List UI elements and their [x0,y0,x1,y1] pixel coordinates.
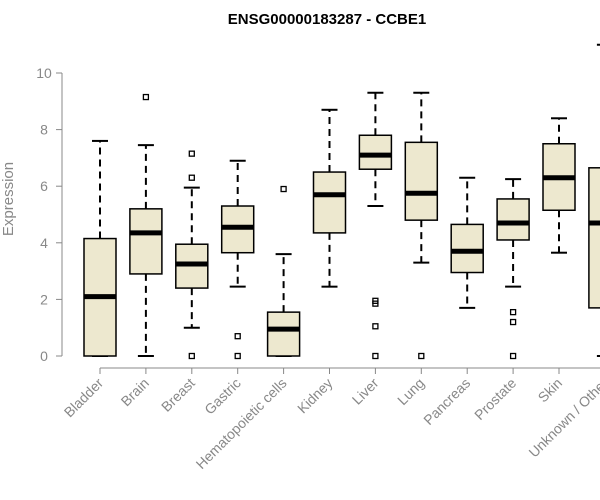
box-pancreas [450,176,484,309]
y-tick-label: 8 [40,122,48,138]
chart-title: ENSG00000183287 - CCBE1 [228,11,426,28]
x-tick-label: Liver [349,375,382,408]
outlier-point [372,300,379,307]
x-tick-label: Kidney [294,375,336,417]
box-liver [358,91,393,360]
box-skin [542,117,576,254]
outlier-point [509,352,517,360]
outlier-point [509,308,517,316]
box-kidney [312,108,347,288]
x-tick-label: Bladder [61,375,107,421]
boxes-group [83,43,600,360]
x-tick-label: Lung [394,375,427,408]
outlier-point [509,318,517,326]
box-breast [175,150,209,360]
y-tick-label: 10 [36,65,52,81]
box-iqr [358,134,393,170]
box-brain [129,93,163,357]
outlier-point [418,352,425,360]
x-tick-label: Gastric [201,375,244,418]
x-tick-label: Hematopoietic cells [193,375,290,472]
outlier-point [234,333,241,340]
x-tick-label: Brain [118,375,152,409]
y-tick-label: 2 [40,291,48,307]
box-lung [404,91,439,360]
box-iqr [450,223,484,274]
box-iqr [266,311,301,357]
box-unknown-other [588,43,600,357]
box-iqr [312,171,347,234]
box-iqr [496,198,530,241]
outlier-point [188,150,195,157]
x-tick-label: Breast [158,375,198,415]
y-tick-label: 0 [40,348,48,364]
outlier-point [188,352,195,360]
box-iqr [404,141,439,221]
outlier-point [372,352,379,360]
outlier-point [234,352,241,360]
y-axis-label: Expression [0,162,17,236]
box-iqr [129,208,163,275]
box-bladder [83,139,117,357]
x-tick-label: Skin [535,375,566,406]
y-tick-label: 4 [40,235,48,251]
outlier-point [280,185,287,193]
outlier-point [142,93,150,101]
box-iqr [588,167,600,309]
outlier-point [372,323,379,330]
y-axis: 0 2 4 6 8 10 [36,65,63,364]
outlier-point [188,174,195,181]
x-tick-label: Prostate [471,375,519,423]
y-tick-label: 6 [40,178,48,194]
box-prostate [496,178,530,360]
box-gastric [220,159,255,360]
box-hematopoietic-cells [266,185,301,357]
x-tick-label: Pancreas [420,375,473,428]
